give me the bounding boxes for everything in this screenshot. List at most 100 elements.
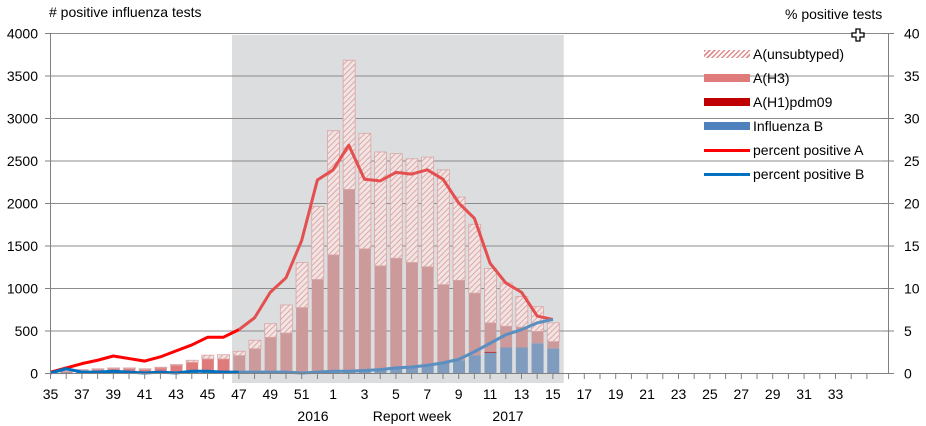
x-tick-label: 23 — [671, 386, 687, 402]
bar-segment — [374, 265, 387, 371]
legend-label: percent positive A — [753, 142, 864, 158]
line-percent-positive-A — [50, 328, 240, 374]
x-tick-label: 19 — [608, 386, 624, 402]
bar-segment — [405, 158, 419, 263]
bar-segment — [515, 327, 528, 348]
bar-segment — [405, 367, 418, 373]
bar-segment — [91, 368, 105, 370]
bar-segment — [531, 343, 544, 373]
bar-segment — [484, 268, 497, 324]
bar-segment — [296, 307, 309, 373]
stacked-bars — [60, 59, 560, 374]
bar-segment — [374, 370, 387, 373]
year-label-2016: 2016 — [297, 408, 328, 424]
bar-segment — [123, 368, 136, 373]
axis-labels: 0500100015002000250030003500400005101520… — [7, 26, 920, 425]
legend-swatch-icon — [704, 98, 750, 106]
x-tick-label: 47 — [231, 386, 247, 402]
bar-segment — [122, 367, 136, 370]
axes — [45, 33, 894, 379]
bar-segment — [343, 189, 356, 371]
bar-segment — [154, 367, 167, 373]
right-axis-title: % positive tests — [785, 6, 883, 22]
x-tick-label: 5 — [392, 386, 400, 402]
bar-segment — [390, 258, 403, 368]
line-percent-positive-B-shaded — [238, 317, 554, 375]
bar-segment — [217, 354, 230, 360]
bar-segment — [421, 364, 434, 373]
bar-segment — [233, 355, 246, 373]
bar-segment — [280, 333, 293, 373]
legend-line-icon — [704, 172, 750, 176]
right-tick-label: 40 — [904, 26, 920, 42]
bar-segment — [453, 280, 466, 361]
bar-segment — [327, 254, 340, 371]
legend-label: A(unsubtyped) — [753, 46, 845, 62]
legend-item: A(H3) — [704, 66, 864, 90]
right-tick-label: 35 — [904, 68, 920, 84]
bar-segment — [60, 372, 73, 374]
bar-segment — [515, 347, 528, 373]
x-tick-label: 43 — [168, 386, 184, 402]
x-tick-label: 31 — [796, 386, 812, 402]
bar-segment — [201, 354, 215, 360]
left-tick-label: 2000 — [7, 196, 38, 212]
left-tick-label: 0 — [30, 366, 38, 382]
right-tick-label: 10 — [904, 281, 920, 297]
bar-segment — [405, 262, 418, 368]
legend-label: A(H3) — [753, 70, 790, 86]
legend-hatch-icon — [704, 50, 750, 58]
x-tick-label: 3 — [361, 386, 369, 402]
left-tick-label: 500 — [15, 323, 39, 339]
bar-segment — [201, 358, 214, 373]
bar-segment — [452, 196, 466, 281]
bar-segment — [295, 262, 309, 308]
right-tick-label: 25 — [904, 153, 920, 169]
bar-segment — [185, 359, 199, 363]
x-tick-label: 45 — [200, 386, 216, 402]
x-tick-label: 29 — [765, 386, 781, 402]
bar-segment — [279, 304, 293, 334]
bar-segment — [264, 337, 277, 373]
bar-segment — [436, 169, 450, 286]
percent-lines — [50, 143, 554, 375]
bar-segment — [374, 151, 387, 267]
bar-segment — [264, 323, 278, 338]
x-tick-label: 51 — [294, 386, 310, 402]
legend-item: A(H1)pdm09 — [704, 90, 864, 114]
x-tick-label: 7 — [423, 386, 431, 402]
bar-segment — [170, 365, 183, 373]
line-percent-positive-A-shaded — [237, 143, 554, 331]
legend-label: percent positive B — [753, 166, 865, 182]
bar-segment — [248, 339, 262, 350]
right-tick-label: 20 — [904, 196, 920, 212]
legend-label: Influenza B — [753, 118, 824, 134]
bar-segment — [186, 362, 199, 373]
x-tick-label: 37 — [74, 386, 90, 402]
legend-swatch-icon — [704, 74, 750, 82]
bar-segment — [358, 132, 372, 250]
bar-segment — [484, 322, 497, 352]
bar-segment — [138, 368, 152, 370]
bar-segment — [186, 372, 199, 374]
x-tick-label: 25 — [702, 386, 718, 402]
bar-segment — [547, 348, 560, 373]
x-tick-label: 11 — [483, 386, 498, 402]
legend: A(unsubtyped) A(H3) A(H1)pdm09 Influenza B p… — [704, 42, 864, 186]
bar-segment — [500, 326, 513, 348]
bar-segment — [107, 372, 120, 374]
legend-item: percent positive A — [704, 138, 864, 162]
bar-segment — [531, 331, 544, 344]
x-tick-label: 1 — [329, 386, 337, 402]
bar-segment — [453, 360, 466, 373]
left-tick-label: 1500 — [7, 238, 38, 254]
legend-label: A(H1)pdm09 — [753, 94, 833, 110]
x-tick-label: 35 — [43, 386, 59, 402]
bar-segment — [547, 341, 560, 349]
bar-segment — [342, 59, 356, 190]
right-tick-label: 15 — [904, 238, 920, 254]
left-axis-title: # positive influenza tests — [49, 4, 202, 20]
legend-item: Influenza B — [704, 114, 864, 138]
x-tick-label: 17 — [577, 386, 593, 402]
